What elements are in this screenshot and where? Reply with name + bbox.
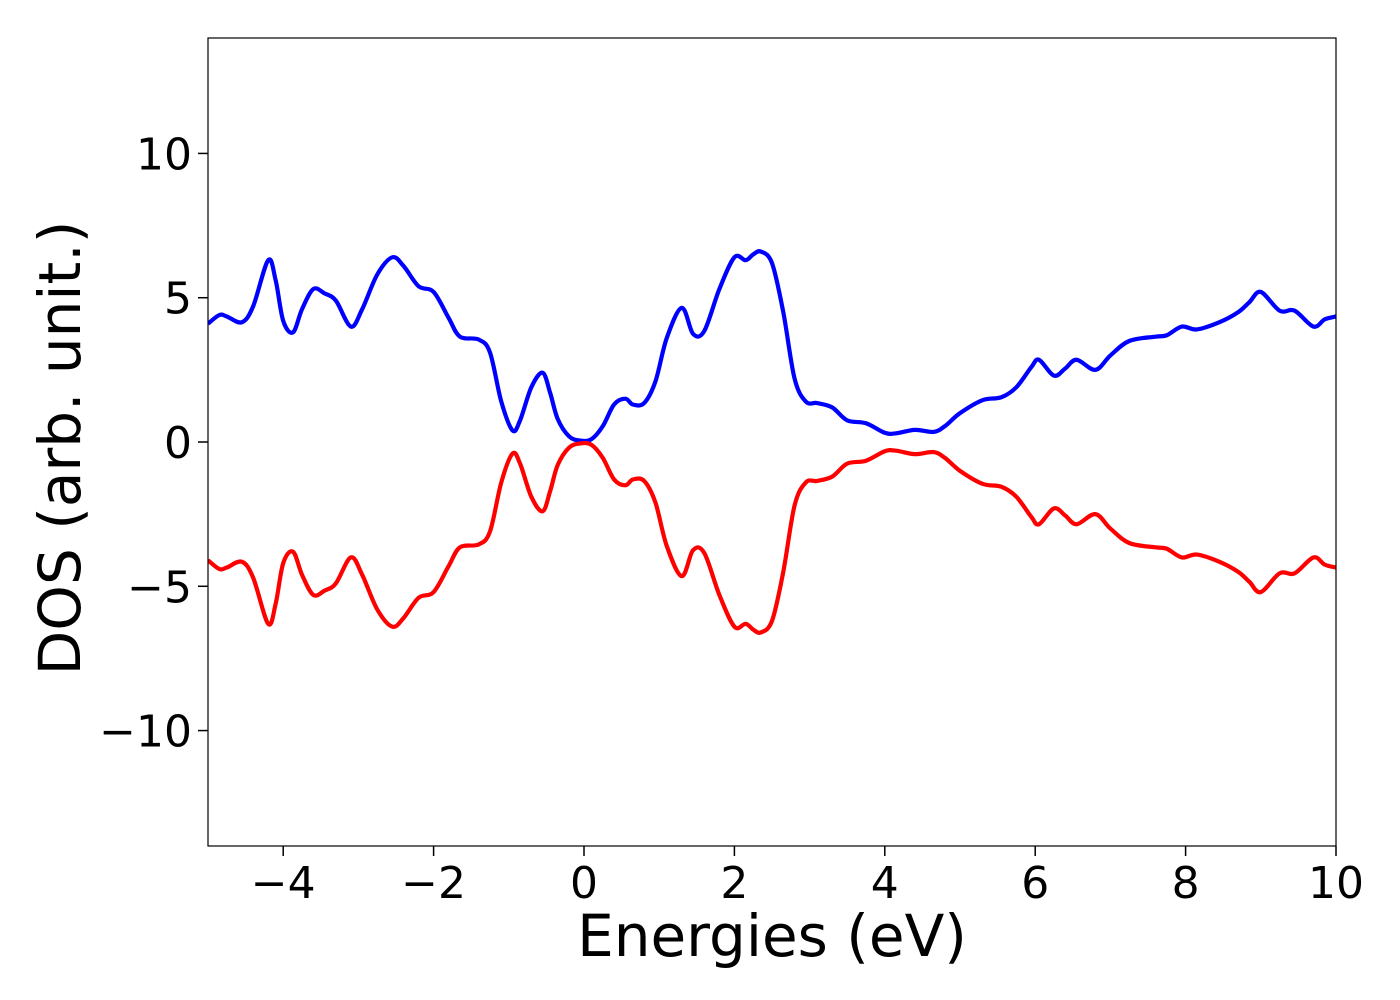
x-tick-label: 0 [570, 858, 598, 909]
x-tick-label: 6 [1021, 858, 1049, 909]
y-tick-label: 5 [164, 274, 192, 325]
x-tick-label: 8 [1172, 858, 1200, 909]
y-tick-label: −5 [127, 562, 192, 613]
x-tick-label: −2 [401, 858, 466, 909]
x-axis: −4 −2 0 2 4 6 8 10 [251, 846, 1364, 909]
series-layer [208, 249, 1336, 635]
y-axis-label: DOS (arb. unit.) [26, 221, 94, 676]
y-tick-label: 10 [136, 129, 192, 180]
x-tick-label: 10 [1308, 858, 1364, 909]
series-line-positive [208, 249, 1336, 444]
x-tick-label: −4 [251, 858, 316, 909]
series-line-negative [208, 440, 1336, 635]
x-tick-label: 4 [871, 858, 899, 909]
y-tick-label: 0 [164, 418, 192, 469]
x-tick-label: 2 [720, 858, 748, 909]
y-tick-label: −10 [99, 707, 192, 758]
x-axis-label: Energies (eV) [577, 902, 967, 970]
y-axis: 10 5 0 −5 −10 [99, 129, 208, 758]
